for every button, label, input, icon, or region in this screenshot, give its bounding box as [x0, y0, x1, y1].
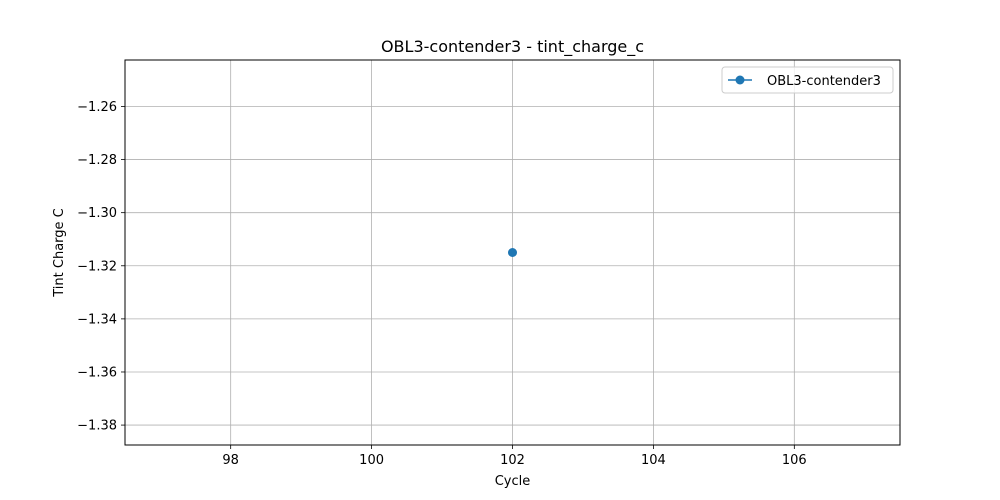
- data-point: [508, 248, 517, 257]
- x-axis-label: Cycle: [495, 474, 531, 489]
- y-tick-label: −1.28: [77, 153, 117, 168]
- x-tick-label: 98: [222, 453, 239, 468]
- y-tick-label: −1.32: [77, 259, 117, 274]
- series-layer: [508, 248, 517, 257]
- x-tick-label: 104: [641, 453, 666, 468]
- x-axis: 98 100 102 104 106: [222, 445, 807, 468]
- legend-marker-swatch: [735, 75, 745, 85]
- x-tick-label: 106: [782, 453, 807, 468]
- legend-box: [721, 66, 894, 94]
- chart-title: OBL3-contender3 - tint_charge_c: [381, 37, 644, 57]
- y-tick-label: −1.30: [77, 206, 117, 221]
- y-tick-label: −1.26: [77, 100, 117, 115]
- x-tick-label: 100: [359, 453, 384, 468]
- y-axis-label: Tint Charge C: [52, 208, 67, 297]
- x-tick-label: 102: [500, 453, 525, 468]
- y-tick-label: −1.34: [77, 312, 117, 327]
- y-axis: −1.26 −1.28 −1.30 −1.32 −1.34 −1.36 −1.38: [77, 100, 125, 434]
- legend: OBL3-contender3: [721, 66, 894, 94]
- y-tick-label: −1.38: [77, 419, 117, 434]
- y-tick-label: −1.36: [77, 365, 117, 380]
- legend-label: OBL3-contender3: [767, 74, 881, 89]
- grid-layer: [125, 60, 900, 445]
